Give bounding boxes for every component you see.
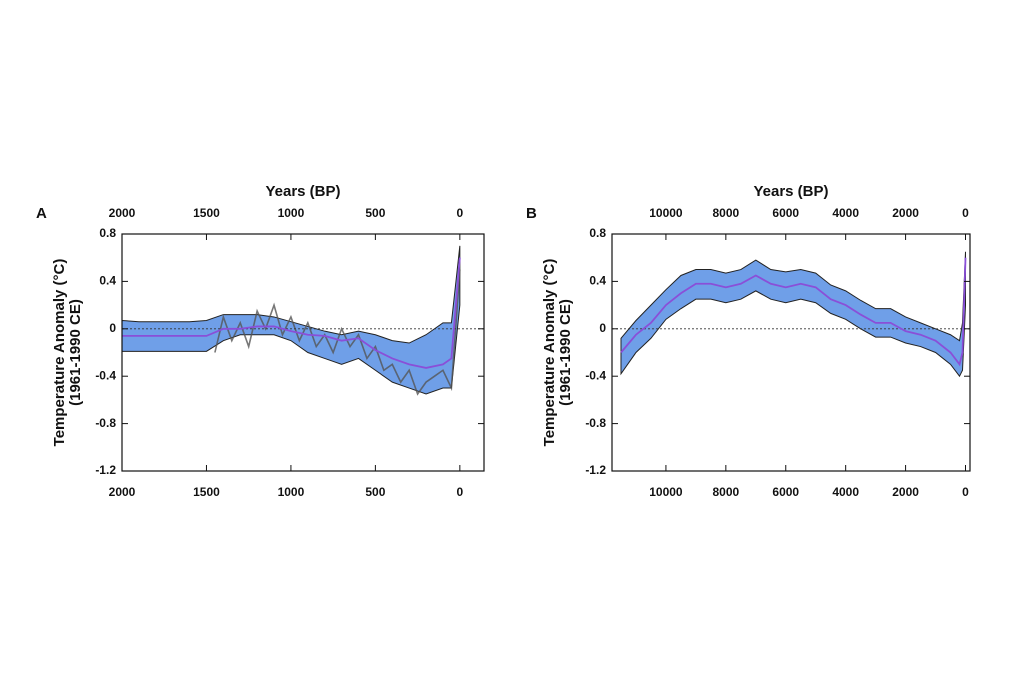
x-tick-label-bottom: 2000 <box>892 485 919 499</box>
mean-line <box>122 257 461 369</box>
y-tick-label: -1.2 <box>95 463 116 477</box>
x-tick-label-bottom: 500 <box>365 485 385 499</box>
y-tick-label: -0.4 <box>95 368 116 382</box>
plot-frame <box>121 233 485 472</box>
x-tick-label-top: 2000 <box>892 206 919 220</box>
x-tick-label-bottom: 6000 <box>772 485 799 499</box>
x-tick-label-top: 0 <box>962 206 969 220</box>
uncertainty-band <box>620 251 967 378</box>
x-tick-label-bottom: 1500 <box>193 485 220 499</box>
x-tick-label-bottom: 8000 <box>712 485 739 499</box>
x-tick-label-top: 1500 <box>193 206 220 220</box>
y-tick-label: -1.2 <box>585 463 606 477</box>
uncertainty-band <box>121 245 461 395</box>
x-tick-label-top: 1000 <box>278 206 305 220</box>
x-tick-label-bottom: 10000 <box>649 485 683 499</box>
x-tick-label-top: 4000 <box>832 206 859 220</box>
proxy-line <box>214 269 461 396</box>
y-tick-label: 0.4 <box>589 274 606 288</box>
panel-label: B <box>526 205 537 222</box>
y-axis-subtitle: (1961-1990 CE) <box>67 299 84 406</box>
y-tick-label: 0.4 <box>99 274 116 288</box>
y-tick-label: -0.8 <box>95 416 116 430</box>
x-tick-label-bottom: 1000 <box>278 485 305 499</box>
y-axis-subtitle: (1961-1990 CE) <box>557 299 574 406</box>
y-tick-label: 0.8 <box>589 226 606 240</box>
y-tick-label: 0 <box>109 321 116 335</box>
x-axis-title: Years (BP) <box>265 183 340 200</box>
x-tick-label-bottom: 4000 <box>832 485 859 499</box>
x-tick-label-top: 6000 <box>772 206 799 220</box>
y-tick-label: -0.8 <box>585 416 606 430</box>
x-tick-label-bottom: 0 <box>457 485 464 499</box>
x-tick-label-top: 500 <box>365 206 385 220</box>
y-tick-label: -0.4 <box>585 368 606 382</box>
plot-frame <box>611 233 971 472</box>
x-tick-label-bottom: 0 <box>962 485 969 499</box>
x-tick-label-top: 8000 <box>712 206 739 220</box>
x-tick-label-top: 0 <box>457 206 464 220</box>
y-axis-title: Temperature Anomaly (°C) <box>51 259 68 447</box>
y-tick-label: 0 <box>599 321 606 335</box>
y-tick-label: 0.8 <box>99 226 116 240</box>
mean-line <box>620 257 967 367</box>
x-axis-title: Years (BP) <box>753 183 828 200</box>
x-tick-label-top: 10000 <box>649 206 683 220</box>
x-tick-label-bottom: 2000 <box>109 485 136 499</box>
x-tick-label-top: 2000 <box>109 206 136 220</box>
y-axis-title: Temperature Anomaly (°C) <box>541 259 558 447</box>
panel-label: A <box>36 205 47 222</box>
